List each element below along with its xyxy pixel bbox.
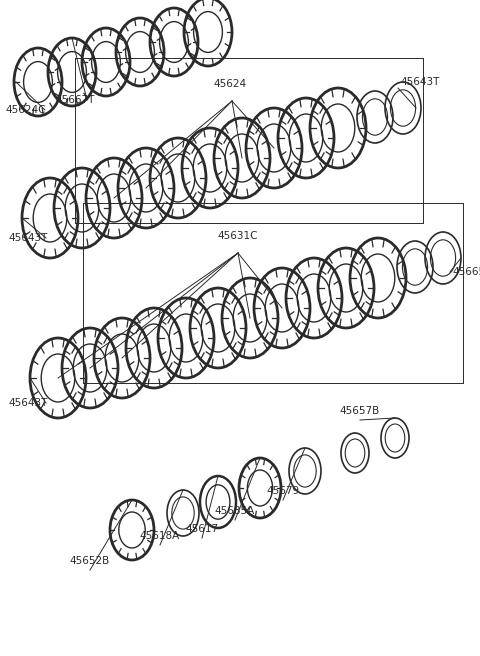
Text: 45657B: 45657B [340, 406, 380, 416]
Text: 45618A: 45618A [140, 531, 180, 541]
Text: 45679: 45679 [266, 486, 300, 496]
Text: 45667T: 45667T [55, 95, 95, 105]
Text: 45624C: 45624C [5, 105, 46, 115]
Text: 45652B: 45652B [70, 556, 110, 566]
Text: 45643T: 45643T [400, 77, 439, 87]
Text: 45643T: 45643T [8, 398, 48, 408]
Text: 45643T: 45643T [8, 233, 48, 243]
Text: 45685A: 45685A [215, 506, 255, 516]
Text: 45665: 45665 [452, 267, 480, 277]
Text: 45631C: 45631C [218, 231, 258, 241]
Text: 45624: 45624 [214, 79, 247, 89]
Text: 45617: 45617 [185, 524, 218, 534]
